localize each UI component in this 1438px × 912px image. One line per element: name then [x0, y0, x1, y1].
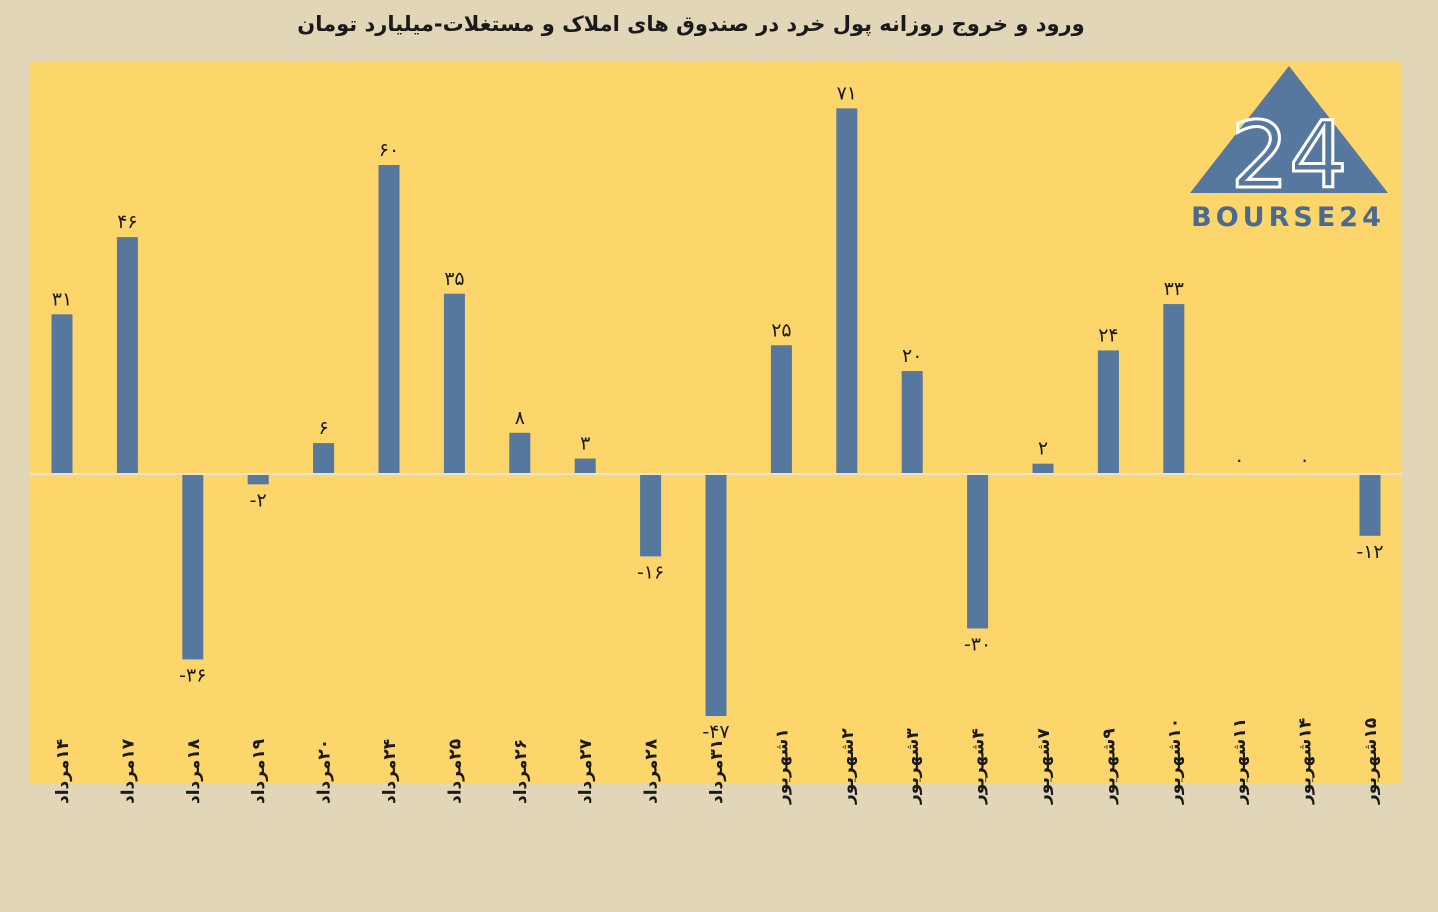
- value-label-17: ۳۳: [1164, 278, 1184, 300]
- bars-layer: [51, 108, 1381, 717]
- value-label-20: -۱۲: [1356, 541, 1383, 563]
- logo-wordmark: BOURSE24: [1191, 202, 1385, 233]
- category-label-0: ۱۴مرداد: [53, 739, 73, 804]
- bar-13: [901, 371, 923, 474]
- value-label-6: ۳۵: [444, 268, 464, 290]
- bar-4: [313, 443, 335, 474]
- value-label-18: ۰: [1234, 449, 1244, 471]
- value-labels-layer: ۳۱ ۴۶ -۳۶ -۲ ۶ ۶۰ ۳۵ ۸ ۳ -۱۶ -۴۷ ۲۵ ۷۱ ۲۰ -۳۰ ۲ ۲۴ ۳۳ ۰ ۰ -۱…: [52, 82, 1384, 743]
- value-label-16: ۲۴: [1098, 324, 1118, 346]
- category-label-7: ۲۶مرداد: [511, 739, 531, 804]
- triangle-logo-icon: [1190, 66, 1388, 193]
- value-label-13: ۲۰: [902, 345, 922, 367]
- bar-17: [1163, 304, 1185, 474]
- logo-mark-24: 24: [1230, 102, 1347, 209]
- bar-6: [443, 293, 465, 474]
- bar-11: [770, 345, 792, 474]
- category-label-15: ۷شهریور: [1034, 728, 1054, 805]
- value-label-10: -۴۷: [702, 721, 729, 743]
- category-label-20: ۱۵شهریور: [1361, 718, 1381, 805]
- bar-3: [247, 474, 269, 485]
- value-label-15: ۲: [1038, 438, 1048, 460]
- category-label-11: ۱شهریور: [772, 728, 792, 805]
- category-label-10: ۳۱مرداد: [707, 739, 727, 804]
- bar-8: [574, 458, 596, 474]
- category-label-16: ۹شهریور: [1099, 728, 1119, 805]
- category-label-13: ۳شهریور: [903, 728, 923, 805]
- category-label-3: ۱۹مرداد: [249, 738, 269, 804]
- value-label-5: ۶۰: [379, 139, 399, 161]
- category-label-6: ۲۵مرداد: [445, 739, 465, 804]
- bar-16: [1097, 350, 1119, 474]
- value-label-9: -۱۶: [637, 561, 664, 583]
- category-label-9: ۲۸مرداد: [642, 738, 662, 804]
- value-label-2: -۳۶: [179, 664, 206, 686]
- value-label-0: ۳۱: [52, 288, 72, 310]
- bourse24-logo: 24 BOURSE24: [1190, 66, 1388, 233]
- value-label-4: ۶: [318, 417, 328, 439]
- value-label-12: ۷۱: [837, 82, 857, 104]
- value-label-11: ۲۵: [771, 319, 791, 341]
- bar-5: [378, 165, 400, 474]
- chart-title: ورود و خروج روزانه پول خرد در صندوق های …: [297, 12, 1085, 36]
- category-label-14: ۴شهریور: [969, 728, 989, 805]
- bar-10: [705, 474, 727, 717]
- bar-15: [1032, 463, 1054, 474]
- value-label-7: ۸: [515, 407, 525, 429]
- category-label-2: ۱۸مرداد: [184, 738, 204, 804]
- bar-2: [182, 474, 204, 660]
- category-labels-layer: ۱۴مرداد ۱۷مرداد ۱۸مرداد ۱۹مرداد ۲۰مرداد ۲۴مرد…: [53, 718, 1381, 805]
- category-label-4: ۲۰مرداد: [315, 739, 335, 804]
- value-label-3: -۲: [250, 489, 267, 511]
- bar-9: [640, 474, 662, 557]
- category-label-12: ۲شهریور: [838, 728, 858, 805]
- category-label-18: ۱۱شهریور: [1230, 718, 1250, 805]
- value-label-19: ۰: [1299, 449, 1309, 471]
- category-label-19: ۱۴شهریور: [1296, 718, 1316, 805]
- category-label-1: ۱۷مرداد: [118, 738, 138, 804]
- value-label-1: ۴۶: [117, 211, 137, 233]
- value-label-8: ۳: [580, 433, 590, 455]
- bar-12: [836, 108, 858, 474]
- bar-1: [116, 237, 138, 474]
- category-label-8: ۲۷مرداد: [576, 738, 596, 804]
- category-label-17: ۱۰شهریور: [1165, 718, 1185, 805]
- bar-14: [967, 474, 989, 629]
- bar-0: [51, 314, 73, 474]
- category-label-5: ۲۴مرداد: [380, 739, 400, 804]
- bar-20: [1359, 474, 1381, 536]
- value-label-14: -۳۰: [964, 634, 991, 656]
- bar-7: [509, 432, 531, 474]
